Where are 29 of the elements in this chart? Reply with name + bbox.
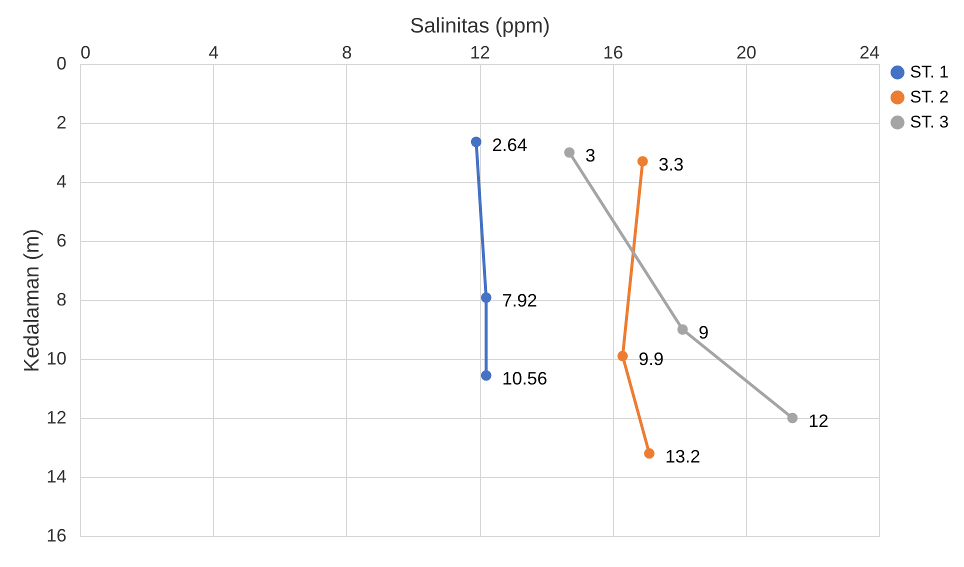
data-label: 10.56: [502, 368, 548, 389]
x-tick-label: 8: [342, 42, 352, 62]
x-tick-label: 24: [859, 42, 880, 62]
y-tick-label: 12: [46, 408, 66, 428]
data-label: 3: [585, 146, 596, 166]
data-label: 9.9: [638, 349, 664, 370]
y-tick-label: 10: [46, 348, 66, 368]
y-tick-label: 4: [56, 172, 66, 192]
y-tick-label: 8: [56, 290, 66, 310]
data-label: 7.92: [502, 290, 538, 311]
x-tick-label: 0: [80, 42, 91, 62]
x-tick-label: 20: [736, 42, 756, 62]
y-axis-title: Kedalaman (m): [20, 228, 44, 372]
data-label: 2.64: [492, 134, 528, 155]
data-label: 3.3: [658, 154, 684, 174]
y-tick-label: 16: [46, 526, 66, 546]
x-tick-label: 12: [470, 42, 490, 62]
y-tick-label: 14: [46, 466, 66, 486]
x-tick-label: 4: [208, 42, 219, 62]
legend-label: ST. 2: [910, 88, 949, 106]
data-label: 13.2: [665, 446, 700, 466]
data-label: 12: [808, 411, 828, 431]
data-label: 9: [698, 322, 709, 342]
legend-label: ST. 1: [910, 62, 949, 82]
y-tick-label: 6: [56, 230, 66, 250]
x-tick-label: 16: [603, 42, 624, 62]
x-axis-title: Salinitas (ppm): [410, 14, 550, 38]
y-tick-label: 2: [56, 112, 66, 132]
legend-label: ST. 3: [910, 112, 949, 132]
